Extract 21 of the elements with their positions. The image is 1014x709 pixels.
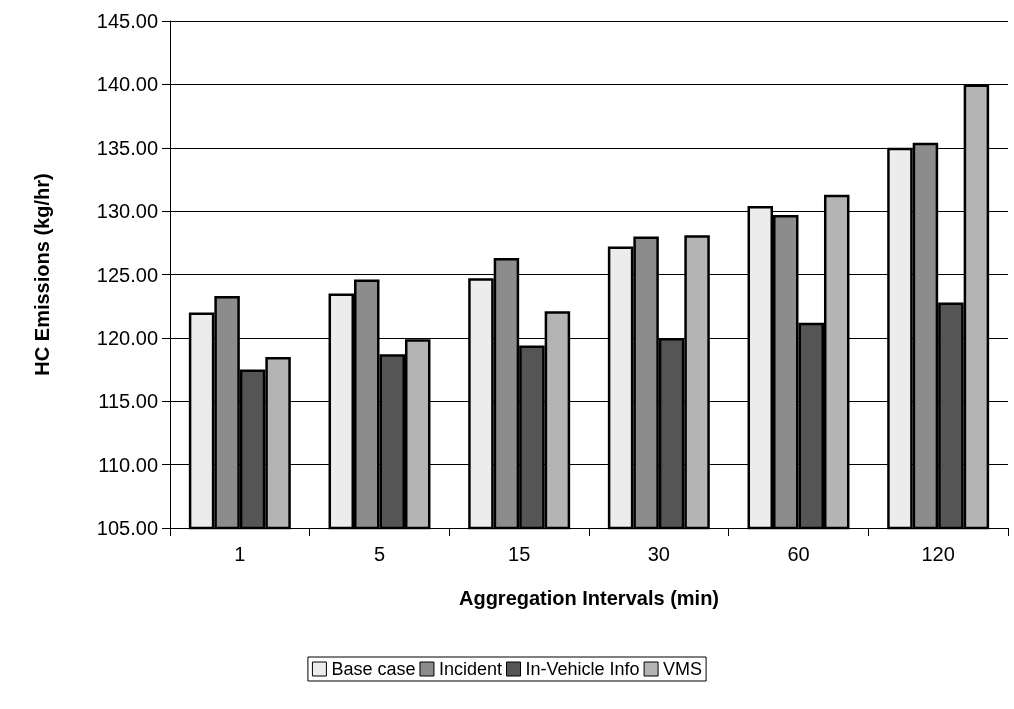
y-axis-title: HC Emissions (kg/hr) <box>31 173 53 376</box>
x-tick-label: 5 <box>373 543 386 565</box>
y-tick-label: 145.00 <box>96 10 158 32</box>
y-tick-label: 115.00 <box>98 390 158 413</box>
legend-label: VMS <box>663 659 703 679</box>
y-tick-label: 120.00 <box>96 326 158 349</box>
y-tick-label: 130.00 <box>96 200 158 223</box>
legend-label: Incident <box>438 659 503 679</box>
legend-label: In-Vehicle Info <box>525 659 640 679</box>
x-tick-label: 1 <box>234 543 246 565</box>
x-tick-label: 15 <box>508 543 531 565</box>
x-axis-title: Aggregation Intervals (min) <box>458 587 720 609</box>
y-tick-label: 105.00 <box>96 517 158 539</box>
y-tick-label: 140.00 <box>96 73 158 96</box>
y-tick-label: 110.00 <box>98 453 158 476</box>
x-tick-label: 120 <box>921 543 955 565</box>
y-tick-label: 135.00 <box>96 136 158 159</box>
x-tick-label: 30 <box>647 543 670 565</box>
legend-label: Base case <box>331 659 416 679</box>
x-tick-label: 60 <box>787 543 810 565</box>
y-tick-label: 125.00 <box>96 263 158 286</box>
